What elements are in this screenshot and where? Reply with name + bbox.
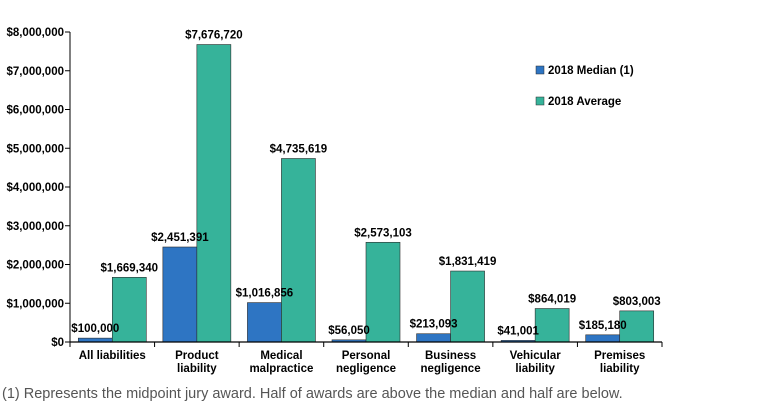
data-label-average: $1,831,419 <box>439 256 497 268</box>
y-tick-label: $8,000,000 <box>6 27 64 39</box>
x-tick-label: All liabilities <box>79 350 146 362</box>
y-tick-label: $2,000,000 <box>6 260 64 272</box>
legend-label-median: 2018 Median (1) <box>548 65 634 77</box>
bar-median <box>585 334 621 343</box>
data-label-median: $56,050 <box>328 325 370 337</box>
bar-average <box>281 158 316 343</box>
x-tick-label: Premises liability <box>594 350 645 375</box>
y-tick-label: $7,000,000 <box>6 66 64 78</box>
data-label-average: $864,019 <box>528 294 576 306</box>
data-label-average: $7,676,720 <box>185 30 243 42</box>
data-label-average: $2,573,103 <box>354 227 412 239</box>
x-tick-label: Personal negligence <box>336 350 396 375</box>
x-tick-label: Medical malpractice <box>249 350 313 375</box>
y-tick-label: $4,000,000 <box>6 182 64 194</box>
data-label-median: $185,180 <box>579 320 627 332</box>
bar-median <box>247 302 282 343</box>
data-label-median: $41,001 <box>497 325 539 337</box>
bar-average <box>365 241 401 343</box>
bar-median <box>416 333 451 343</box>
bar-median <box>162 246 198 343</box>
x-tick-label: Vehicular liability <box>510 350 562 375</box>
y-tick-label: $6,000,000 <box>6 105 64 117</box>
data-label-average: $803,003 <box>613 296 661 308</box>
y-tick-label: $3,000,000 <box>6 221 64 233</box>
legend-label-average: 2018 Average <box>548 96 621 108</box>
y-tick-label: $0 <box>51 337 64 349</box>
data-label-median: $2,451,391 <box>151 232 209 244</box>
data-label-median: $1,016,856 <box>236 288 294 300</box>
legend-swatch-average <box>535 96 545 106</box>
data-label-average: $4,735,619 <box>270 143 328 155</box>
footnote: (1) Represents the midpoint jury award. … <box>2 386 623 402</box>
data-label-average: $1,669,340 <box>101 262 159 274</box>
bar-average <box>450 270 485 343</box>
legend-swatch-median <box>535 65 545 75</box>
data-label-median: $100,000 <box>71 323 119 335</box>
x-tick-label: Product liability <box>175 350 219 375</box>
data-label-median: $213,093 <box>410 319 458 331</box>
bar-average <box>534 308 570 343</box>
bar-average <box>196 44 232 343</box>
x-tick-label: Business negligence <box>421 350 481 375</box>
bar-chart: $100,000 $2,451,391 $1,016,856 $56,050 $213,… <box>6 27 663 375</box>
y-tick-label: $1,000,000 <box>6 298 64 310</box>
y-tick-label: $5,000,000 <box>6 143 64 155</box>
bar-average <box>111 277 147 343</box>
